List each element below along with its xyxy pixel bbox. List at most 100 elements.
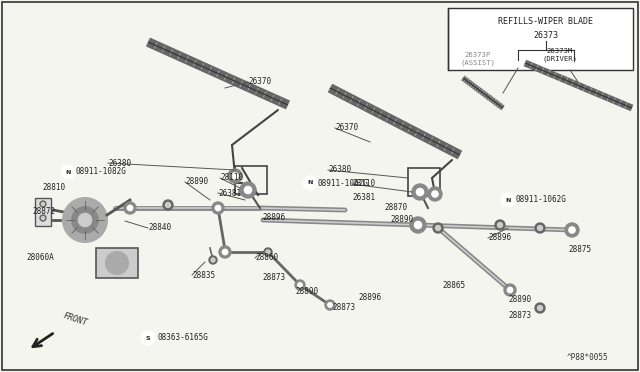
Circle shape: [495, 220, 505, 230]
Text: 28840: 28840: [148, 224, 171, 232]
Text: 28896: 28896: [358, 294, 381, 302]
Text: 28896: 28896: [262, 214, 285, 222]
Circle shape: [127, 205, 132, 211]
Circle shape: [565, 223, 579, 237]
Text: 08911-1062G: 08911-1062G: [516, 196, 567, 205]
Text: 28890: 28890: [508, 295, 531, 305]
Text: N: N: [506, 198, 511, 202]
Text: 28865: 28865: [442, 280, 465, 289]
Circle shape: [569, 227, 575, 233]
Text: 28896: 28896: [488, 234, 511, 243]
Circle shape: [124, 202, 136, 214]
Circle shape: [42, 217, 45, 219]
Circle shape: [412, 184, 428, 200]
Text: 28890: 28890: [295, 288, 318, 296]
Circle shape: [535, 303, 545, 313]
Circle shape: [240, 182, 256, 198]
Circle shape: [79, 214, 92, 227]
Circle shape: [266, 250, 270, 254]
Text: 28875: 28875: [568, 246, 591, 254]
Circle shape: [508, 287, 513, 293]
Text: REFILLS-WIPER BLADE: REFILLS-WIPER BLADE: [498, 17, 593, 26]
Circle shape: [417, 188, 424, 196]
Text: N: N: [65, 170, 70, 174]
Circle shape: [163, 200, 173, 210]
Circle shape: [211, 258, 215, 262]
Circle shape: [228, 169, 242, 183]
Bar: [408, 168, 440, 196]
Text: S: S: [146, 336, 150, 340]
Bar: [35, 198, 51, 226]
Text: 28890: 28890: [185, 177, 208, 186]
Circle shape: [63, 198, 107, 242]
Text: 26370: 26370: [248, 77, 271, 87]
Bar: [448, 8, 633, 70]
Circle shape: [42, 202, 45, 205]
Bar: [235, 166, 267, 194]
Circle shape: [328, 303, 332, 307]
Text: 28110: 28110: [352, 180, 375, 189]
Circle shape: [166, 202, 170, 208]
Text: 28060A: 28060A: [26, 253, 54, 263]
Text: 26373: 26373: [533, 31, 558, 39]
Circle shape: [433, 223, 443, 233]
Circle shape: [40, 215, 46, 221]
Text: 26381: 26381: [218, 189, 241, 198]
Circle shape: [295, 280, 305, 290]
Text: 28873: 28873: [332, 304, 355, 312]
Text: 28860: 28860: [255, 253, 278, 263]
Text: 26380: 26380: [108, 158, 131, 167]
Text: 28873: 28873: [508, 311, 531, 321]
Circle shape: [415, 221, 422, 229]
Text: 08911-1062G: 08911-1062G: [318, 179, 369, 187]
Text: 08911-1082G: 08911-1082G: [76, 167, 127, 176]
Circle shape: [222, 249, 228, 255]
Text: 26380: 26380: [328, 166, 351, 174]
Text: 28872: 28872: [32, 208, 55, 217]
Circle shape: [219, 246, 231, 258]
Circle shape: [244, 186, 252, 194]
Text: 26373P
(ASSIST): 26373P (ASSIST): [461, 52, 495, 67]
Circle shape: [428, 187, 442, 201]
Text: 28810: 28810: [42, 183, 65, 192]
Text: ^P88*0055: ^P88*0055: [566, 353, 608, 362]
Bar: [96, 248, 138, 278]
Circle shape: [416, 188, 424, 196]
Text: 28890: 28890: [390, 215, 413, 224]
Circle shape: [298, 283, 302, 287]
Circle shape: [232, 173, 238, 179]
Text: 28873: 28873: [262, 273, 285, 282]
Circle shape: [538, 305, 543, 311]
Circle shape: [141, 331, 155, 345]
Circle shape: [501, 193, 515, 207]
Circle shape: [246, 188, 250, 192]
Text: 28835: 28835: [192, 270, 215, 279]
Text: 26370: 26370: [335, 124, 358, 132]
Circle shape: [410, 217, 426, 233]
Text: 28870: 28870: [384, 203, 407, 212]
Circle shape: [244, 186, 252, 193]
Circle shape: [325, 300, 335, 310]
Circle shape: [215, 205, 221, 211]
Circle shape: [264, 248, 272, 256]
Text: 08363-6165G: 08363-6165G: [157, 334, 208, 343]
Text: N: N: [307, 180, 313, 186]
Circle shape: [106, 251, 129, 275]
Circle shape: [303, 176, 317, 190]
Circle shape: [432, 191, 438, 197]
Circle shape: [535, 223, 545, 233]
Text: 28110: 28110: [220, 173, 243, 183]
Circle shape: [212, 202, 224, 214]
Circle shape: [209, 256, 217, 264]
Circle shape: [40, 201, 46, 207]
Circle shape: [435, 225, 440, 231]
Text: 26381: 26381: [352, 192, 375, 202]
Circle shape: [72, 207, 98, 233]
Circle shape: [418, 190, 422, 194]
Circle shape: [497, 222, 502, 228]
Circle shape: [61, 165, 75, 179]
Text: FRONT: FRONT: [62, 312, 88, 328]
Text: 26373M
(DRIVER): 26373M (DRIVER): [543, 48, 577, 62]
Circle shape: [504, 284, 516, 296]
Circle shape: [538, 225, 543, 231]
